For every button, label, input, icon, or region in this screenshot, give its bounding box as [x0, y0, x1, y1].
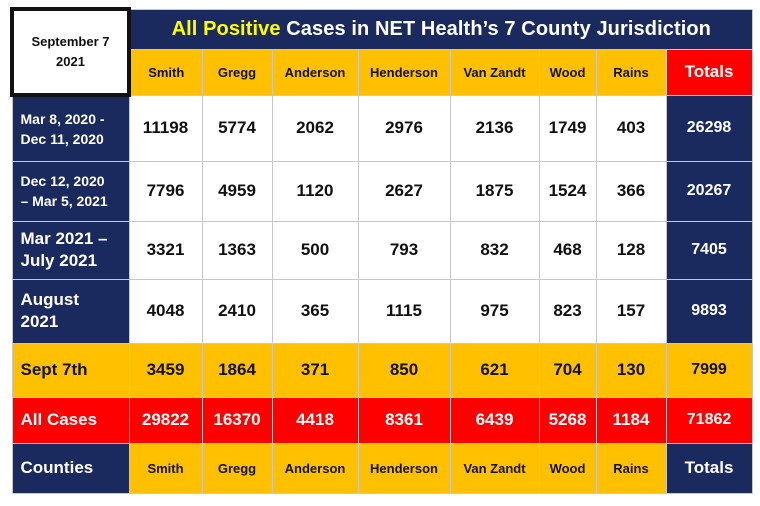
row-label-line-2: July 2021 [20, 251, 98, 270]
row-label: Sept 7th [11, 342, 130, 398]
table-cell: 621 [449, 342, 540, 398]
table-cell: 29822 [128, 396, 203, 444]
table-cell: 975 [449, 278, 540, 344]
title-rest: Cases in NET Health’s 7 County Jurisdict… [280, 17, 711, 40]
table-cell: 130 [595, 342, 667, 398]
footer-col-gregg: Gregg [201, 442, 273, 494]
col-header-totals: Totals [665, 48, 753, 96]
table-cell: 468 [538, 220, 597, 280]
row-label: August 2021 [11, 278, 130, 344]
row-total-cell: 9893 [665, 278, 753, 344]
col-header-gregg: Gregg [201, 48, 273, 96]
row-label-line-2: – Mar 5, 2021 [20, 193, 108, 209]
table-cell: 704 [538, 342, 597, 398]
row-label-line-1: August [20, 290, 80, 309]
table-cell: 4959 [201, 160, 273, 222]
row-total-cell: 20267 [665, 160, 753, 222]
table-title: All Positive Cases in NET Health’s 7 Cou… [128, 8, 753, 50]
cases-table: September 7 2021 All Positive Cases in N… [10, 7, 753, 494]
footer-col-smith: Smith [128, 442, 203, 494]
table-cell: 7796 [128, 160, 203, 222]
table-cell: 1115 [357, 278, 451, 344]
table-row: All Cases 29822 16370 4418 8361 6439 526… [11, 396, 753, 444]
row-label-line-2: 2021 [20, 312, 59, 331]
row-label: Mar 8, 2020 - Dec 11, 2020 [11, 94, 130, 162]
col-header-van-zandt: Van Zandt [449, 48, 540, 96]
table-cell: 2136 [449, 94, 540, 162]
row-label: All Cases [11, 396, 130, 444]
table-cell: 793 [357, 220, 451, 280]
table-cell: 4418 [271, 396, 359, 444]
row-label-line-1: Mar 2021 – [20, 229, 108, 248]
header-row: Smith Gregg Anderson Henderson Van Zandt… [12, 48, 753, 96]
table-cell: 2976 [357, 94, 451, 162]
table-row: Mar 2021 – July 2021 3321 1363 500 793 83… [11, 220, 753, 280]
table-cell: 823 [538, 278, 597, 344]
table-cell: 850 [357, 342, 451, 398]
col-header-anderson: Anderson [271, 48, 359, 96]
table-cell: 128 [595, 220, 667, 280]
row-total-cell: 26298 [665, 94, 753, 162]
table-cell: 1363 [201, 220, 273, 280]
table-cell: 6439 [449, 396, 540, 444]
table-cell: 366 [595, 160, 667, 222]
table-cell: 16370 [201, 396, 273, 444]
row-label-line-2: Dec 11, 2020 [20, 130, 104, 147]
footer-col-wood: Wood [538, 442, 597, 494]
table-cell: 403 [595, 94, 667, 162]
table-row: August 2021 4048 2410 365 1115 975 823 15… [11, 278, 753, 344]
table-cell: 157 [595, 278, 667, 344]
row-label: Dec 12, 2020 – Mar 5, 2021 [11, 160, 130, 222]
table-cell: 5268 [538, 396, 597, 444]
date-line-2: 2021 [56, 54, 85, 69]
col-header-wood: Wood [538, 48, 597, 96]
table-cell: 1749 [538, 94, 597, 162]
date-line-1: September 7 [31, 34, 110, 49]
col-header-smith: Smith [128, 48, 203, 96]
footer-label: Counties [11, 442, 130, 494]
table-cell: 5774 [201, 94, 273, 162]
footer-row: Counties Smith Gregg Anderson Henderson … [11, 442, 753, 494]
table-row: Dec 12, 2020 – Mar 5, 2021 7796 4959 1120… [11, 160, 753, 222]
table-cell: 1524 [538, 160, 597, 222]
cases-table-graphic: September 7 2021 All Positive Cases in N… [10, 7, 753, 495]
table-cell: 500 [271, 220, 359, 280]
row-total-cell: 7405 [665, 220, 753, 280]
table-cell: 3459 [128, 342, 203, 398]
table-cell: 832 [449, 220, 540, 280]
table-cell: 3321 [128, 220, 203, 280]
footer-col-anderson: Anderson [271, 442, 359, 494]
row-label: Mar 2021 – July 2021 [11, 220, 130, 280]
table-cell: 1120 [271, 160, 359, 222]
footer-col-rains: Rains [595, 442, 667, 494]
row-total-cell: 71862 [665, 396, 753, 444]
col-header-henderson: Henderson [357, 48, 451, 96]
title-highlight: All Positive [171, 17, 281, 40]
table-row: Sept 7th 3459 1864 371 850 621 704 130 7… [11, 342, 753, 398]
title-row: September 7 2021 All Positive Cases in N… [10, 7, 753, 97]
table-cell: 365 [271, 278, 359, 344]
table-cell: 4048 [128, 278, 203, 344]
table-cell: 11198 [128, 94, 203, 162]
row-total-cell: 7999 [665, 342, 753, 398]
table-cell: 1184 [595, 396, 667, 444]
table-cell: 1864 [201, 342, 273, 398]
table-cell: 8361 [357, 396, 451, 444]
table-cell: 2410 [201, 278, 273, 344]
table-cell: 2062 [271, 94, 359, 162]
col-header-rains: Rains [595, 48, 667, 96]
footer-col-henderson: Henderson [357, 442, 451, 494]
row-label-line-1: Dec 12, 2020 [20, 173, 105, 189]
date-box: September 7 2021 [10, 7, 131, 97]
table-cell: 1875 [449, 160, 540, 222]
table-cell: 371 [271, 342, 359, 398]
table-row: Mar 8, 2020 - Dec 11, 2020 11198 5774 206… [11, 94, 753, 162]
footer-col-van-zandt: Van Zandt [449, 442, 540, 494]
table-cell: 2627 [357, 160, 451, 222]
row-label-line-1: Mar 8, 2020 - [20, 110, 105, 127]
footer-col-totals: Totals [665, 442, 753, 494]
